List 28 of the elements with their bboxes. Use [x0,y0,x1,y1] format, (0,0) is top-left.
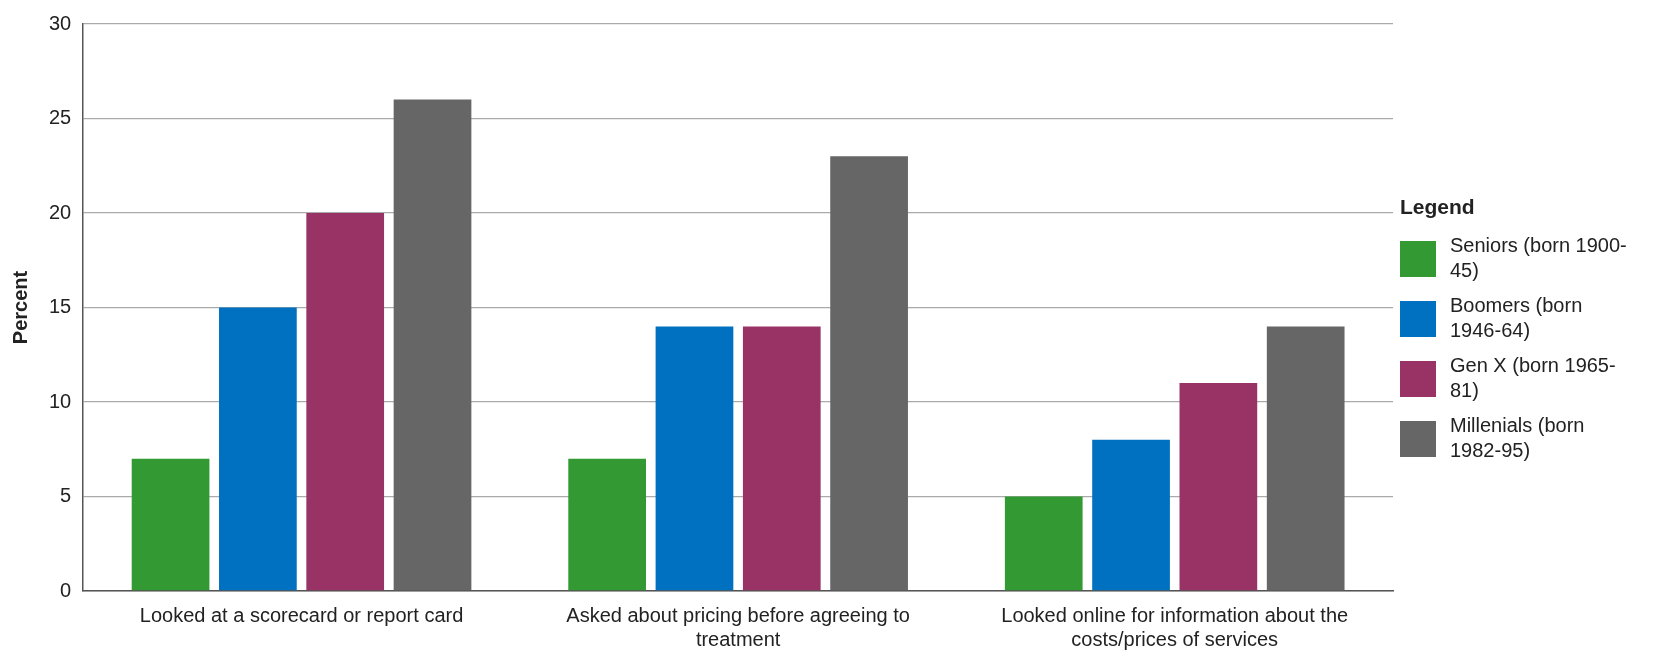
y-tick-label: 15 [49,295,72,318]
x-tick-label: Asked about pricing before agreeing to treatment [566,603,910,650]
bar [830,156,908,591]
bar [1092,439,1170,591]
bar [655,326,734,591]
y-tick-label: 5 [60,484,72,507]
y-tick-label: 25 [49,106,72,129]
bar [1266,326,1345,591]
legend-label: Boomers (born 1946-64) [1450,293,1584,343]
y-tick-label: 10 [49,389,72,412]
x-tick-label: Looked online for information about the costs/prices of services [1001,603,1349,650]
legend-label: Seniors (born 1900-45) [1450,233,1628,283]
bar [1004,496,1083,591]
bar [1179,383,1258,591]
bar [393,99,472,591]
y-axis-title: Percent [8,270,31,345]
bar [131,458,210,591]
x-tick-label: Looked at a scorecard or report card [139,603,464,626]
y-tick-label: 30 [49,11,72,34]
bar [219,307,297,591]
y-tick-label: 0 [60,578,72,601]
legend-title: Legend [1400,195,1476,219]
bar [306,213,385,591]
legend-label: Millenials (born 1982-95) [1450,413,1586,463]
y-tick-label: 20 [49,200,72,223]
bar [568,458,646,591]
legend-label: Gen X (born 1965-81) [1450,353,1617,403]
bar [742,326,821,591]
